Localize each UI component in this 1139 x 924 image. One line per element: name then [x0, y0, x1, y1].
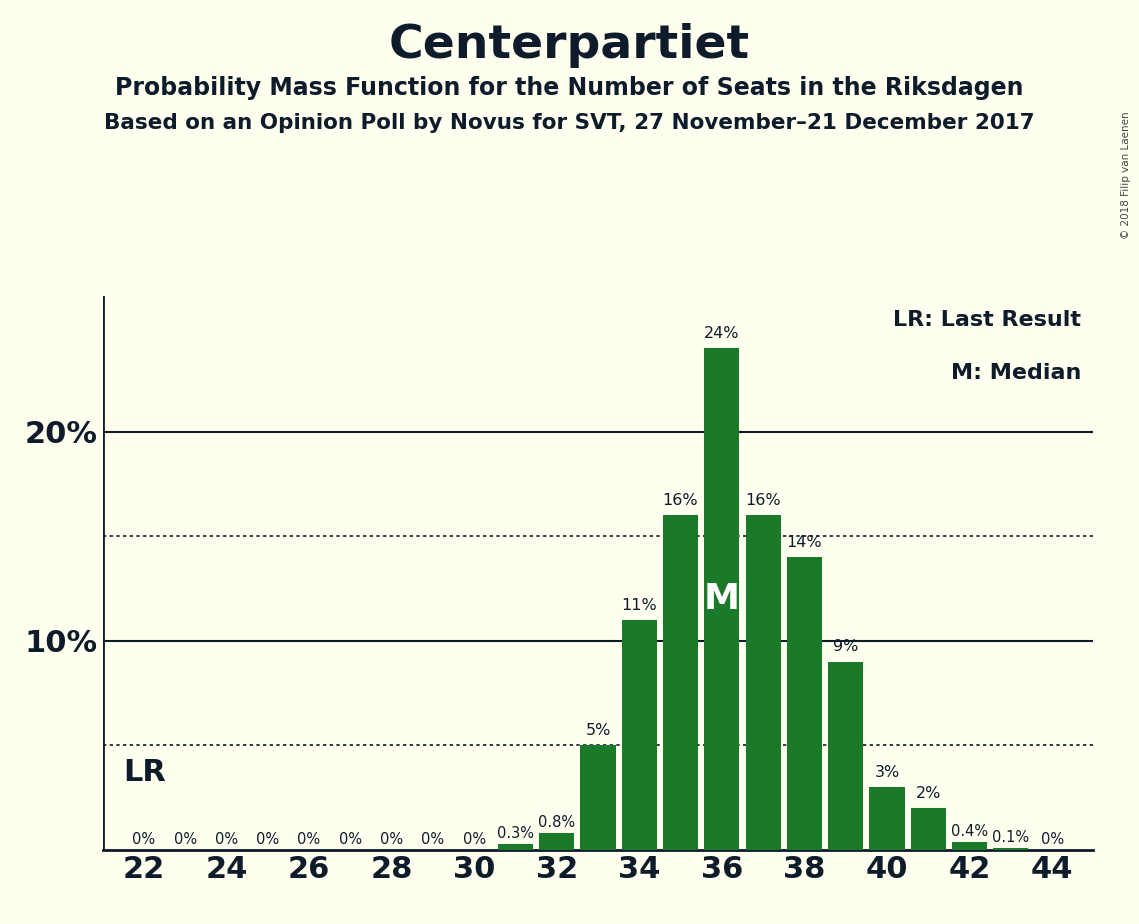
Text: 16%: 16% — [663, 493, 698, 508]
Text: M: Median: M: Median — [951, 362, 1081, 383]
Text: 0%: 0% — [173, 832, 197, 847]
Bar — [663, 516, 698, 850]
Text: 0%: 0% — [256, 832, 279, 847]
Bar — [581, 746, 615, 850]
Text: 2%: 2% — [916, 786, 941, 801]
Text: Probability Mass Function for the Number of Seats in the Riksdagen: Probability Mass Function for the Number… — [115, 76, 1024, 100]
Text: 0.1%: 0.1% — [992, 830, 1030, 845]
Text: 0%: 0% — [380, 832, 403, 847]
Text: Centerpartiet: Centerpartiet — [388, 23, 751, 68]
Text: © 2018 Filip van Laenen: © 2018 Filip van Laenen — [1121, 111, 1131, 238]
Text: 11%: 11% — [622, 598, 657, 613]
Text: LR: LR — [123, 758, 166, 787]
Bar — [704, 348, 739, 850]
Bar — [993, 848, 1029, 850]
Bar — [869, 787, 904, 850]
Bar — [787, 557, 822, 850]
Text: LR: Last Result: LR: Last Result — [893, 310, 1081, 330]
Text: 0%: 0% — [462, 832, 485, 847]
Text: 14%: 14% — [787, 535, 822, 550]
Text: 24%: 24% — [704, 325, 739, 341]
Text: 0%: 0% — [297, 832, 320, 847]
Text: 0%: 0% — [1041, 832, 1064, 847]
Text: 0%: 0% — [421, 832, 444, 847]
Bar — [746, 516, 780, 850]
Text: 9%: 9% — [833, 639, 859, 654]
Text: Based on an Opinion Poll by Novus for SVT, 27 November–21 December 2017: Based on an Opinion Poll by Novus for SV… — [104, 113, 1035, 133]
Bar — [498, 844, 533, 850]
Bar — [539, 833, 574, 850]
Text: 0%: 0% — [132, 832, 155, 847]
Bar — [828, 662, 863, 850]
Bar — [911, 808, 945, 850]
Text: 0.3%: 0.3% — [497, 826, 534, 841]
Text: 3%: 3% — [875, 765, 900, 780]
Bar — [952, 842, 988, 850]
Bar — [622, 620, 657, 850]
Text: 0.8%: 0.8% — [538, 815, 575, 830]
Text: 0.4%: 0.4% — [951, 823, 989, 839]
Text: 16%: 16% — [745, 493, 781, 508]
Text: M: M — [704, 582, 740, 616]
Text: 5%: 5% — [585, 723, 611, 738]
Text: 0%: 0% — [338, 832, 362, 847]
Text: 0%: 0% — [215, 832, 238, 847]
